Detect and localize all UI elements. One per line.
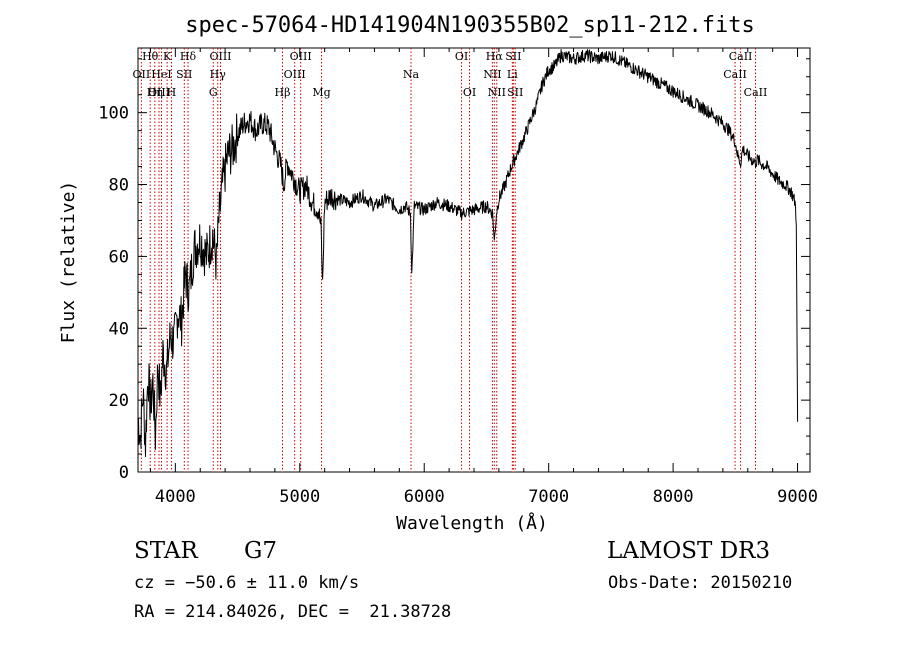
spectral-line-label: HeI — [151, 68, 171, 81]
coordinates-text: RA = 214.84026, DEC = 21.38728 — [134, 602, 452, 622]
spectral-line-label: Hδ — [180, 50, 197, 63]
spectral-line-label: CaII — [723, 68, 747, 81]
y-axis-label: Flux (relative) — [58, 181, 79, 344]
spectral-line-label: Na — [403, 68, 420, 81]
object-subclass: G7 — [244, 538, 278, 564]
y-tick-label: 60 — [109, 247, 129, 267]
spectral-line-label: Hθ — [142, 50, 159, 63]
flux-series-line — [138, 49, 799, 458]
survey-name: LAMOST DR3 — [607, 538, 771, 564]
spectral-line-label: K — [163, 50, 172, 63]
spectral-line-label: CaII — [729, 50, 753, 63]
y-axis-ticks: 0 20 40 60 80 100 — [98, 58, 810, 483]
x-tick-label: 4000 — [155, 487, 196, 507]
y-tick-label: 100 — [98, 104, 129, 124]
spectral-line-label: Mg — [312, 86, 330, 99]
spectral-line-label: Hβ — [275, 86, 291, 99]
spectral-line-label: SII — [505, 50, 521, 63]
x-tick-label: 6000 — [404, 487, 445, 507]
y-tick-label: 20 — [109, 391, 129, 411]
x-axis-ticks: 4000 5000 6000 7000 8000 9000 — [149, 48, 818, 507]
x-tick-label: 5000 — [279, 487, 320, 507]
spectral-line-label: Hα — [486, 50, 504, 63]
spectral-line-label: SII — [176, 68, 192, 81]
spectral-line-label: OIII — [290, 50, 312, 63]
spectral-line-label: OIII — [284, 68, 306, 81]
spectral-line-label: G — [209, 86, 218, 99]
series-group — [138, 49, 799, 458]
spectral-line-label: SII — [507, 86, 523, 99]
spectral-line-label: OIII — [209, 50, 231, 63]
spectral-line-label: Hγ — [210, 68, 227, 81]
y-tick-label: 80 — [109, 176, 129, 196]
spectral-line-label: NII — [483, 68, 501, 81]
spectral-line-label: OI — [463, 86, 476, 99]
y-tick-label: 0 — [119, 463, 129, 483]
x-tick-label: 9000 — [777, 487, 818, 507]
y-tick-label: 40 — [109, 319, 129, 339]
spectral-line-labels: Hθ OII OIII K HeI Hη H Hδ SII OIII Hγ G Hβ OIII OIII Mg… — [133, 50, 768, 99]
spectral-line-label: Hη — [147, 86, 163, 99]
x-tick-label: 8000 — [653, 487, 694, 507]
spectral-line-label: NII — [488, 86, 506, 99]
redshift-text: cz = −50.6 ± 11.0 km/s — [134, 573, 360, 593]
x-tick-label: 7000 — [528, 487, 569, 507]
spectral-line-label: OI — [455, 50, 468, 63]
x-axis-label: Wavelength (Å) — [396, 512, 548, 534]
observation-date: Obs-Date: 20150210 — [608, 573, 793, 593]
spectral-line-label: Li — [507, 68, 518, 81]
spectral-line-label: CaII — [744, 86, 768, 99]
object-class: STAR — [134, 538, 198, 564]
chart-title: spec-57064-HD141904N190355B02_sp11-212.f… — [185, 13, 755, 38]
spectral-line-markers — [140, 48, 756, 472]
spectral-line-label: OII — [133, 68, 151, 81]
spectral-line-label: OIII — [148, 86, 170, 99]
spectral-line-label: H — [167, 86, 177, 99]
